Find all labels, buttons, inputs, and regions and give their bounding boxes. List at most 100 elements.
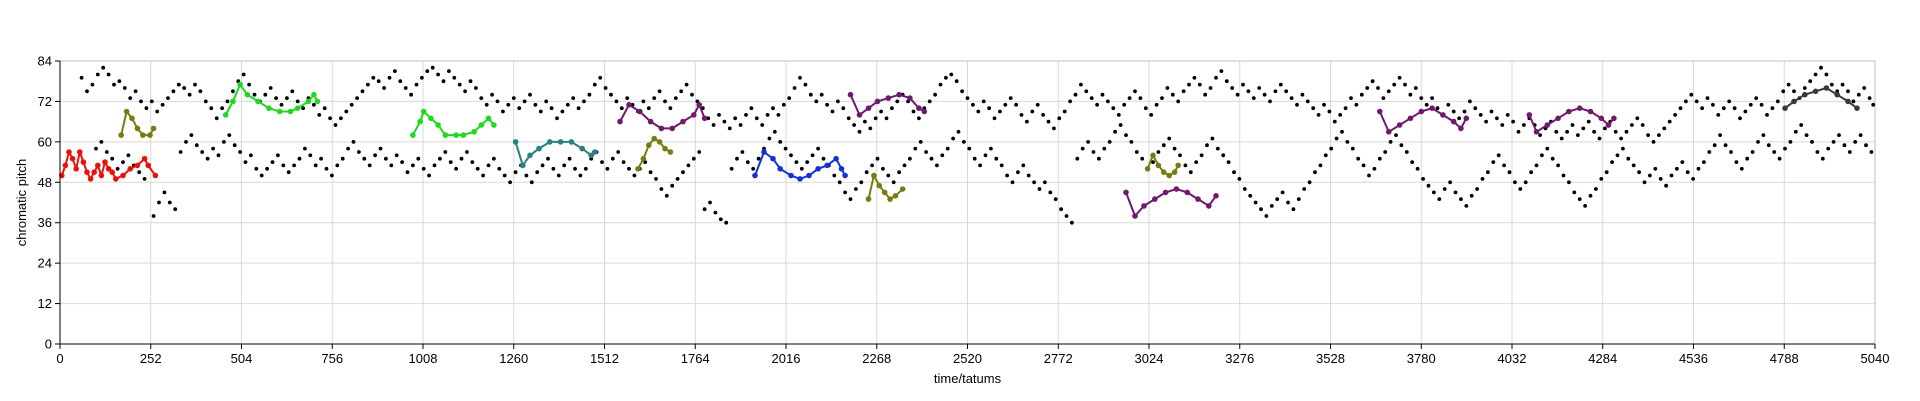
note-point (1540, 153, 1544, 158)
note-point (1678, 106, 1683, 111)
note-point (1759, 102, 1764, 107)
note-point (1619, 136, 1623, 141)
note-point (722, 119, 727, 124)
note-point (771, 106, 775, 111)
note-point (1770, 106, 1775, 111)
melody-point (1458, 125, 1464, 132)
note-point (863, 119, 867, 124)
note-point (1143, 106, 1148, 111)
note-point (971, 102, 975, 107)
note-point (1772, 150, 1777, 154)
melody-point (1544, 122, 1551, 128)
note-point (1739, 166, 1744, 171)
note-point (821, 156, 826, 161)
note-point (211, 146, 216, 151)
note-point (718, 217, 723, 222)
melody-line (1378, 107, 1468, 133)
melody-point (152, 172, 159, 179)
note-point (94, 146, 98, 151)
note-point (1116, 113, 1121, 117)
note-point (679, 89, 684, 94)
note-point (1365, 86, 1370, 90)
note-point (270, 160, 275, 165)
note-point (285, 96, 289, 100)
note-point (960, 89, 964, 94)
note-point (1154, 102, 1159, 107)
note-point (160, 102, 165, 107)
note-point (1100, 92, 1105, 97)
melody-point (311, 91, 317, 98)
note-point (648, 170, 653, 175)
melody-point (1802, 91, 1808, 98)
note-point (1021, 163, 1026, 168)
note-point (339, 116, 343, 121)
note-point (308, 153, 313, 158)
note-point (592, 82, 597, 87)
note-point (194, 143, 199, 148)
note-point (1856, 92, 1861, 97)
melody-point (471, 129, 477, 135)
note-point (1464, 204, 1469, 208)
note-point (884, 116, 889, 121)
note-point (1694, 99, 1699, 104)
note-point (1068, 99, 1072, 104)
melody-series (617, 102, 708, 132)
note-point (1257, 86, 1262, 90)
note-point (176, 82, 181, 87)
note-point (182, 86, 187, 90)
x-tick-label: 4536 (1679, 351, 1708, 366)
note-point (852, 123, 856, 127)
note-point (1248, 193, 1253, 198)
note-point (1043, 180, 1047, 185)
note-point (1237, 177, 1242, 181)
note-point (954, 79, 959, 84)
note-point (1864, 143, 1868, 148)
note-point (366, 82, 370, 87)
note-point (1705, 96, 1710, 100)
note-point (475, 166, 480, 171)
note-point (1097, 156, 1101, 161)
note-point (1242, 187, 1247, 191)
melody-point (1429, 105, 1435, 111)
note-point (457, 82, 462, 87)
melody-point (656, 139, 663, 145)
melody-point (1161, 169, 1167, 175)
note-point (1165, 86, 1170, 90)
note-point (908, 156, 912, 161)
melody-point (696, 102, 702, 108)
note-point (749, 106, 754, 111)
note-point (79, 75, 84, 80)
note-point (814, 99, 819, 104)
note-point (1059, 207, 1063, 212)
note-point (430, 65, 435, 70)
note-point (524, 173, 529, 178)
note-point (1354, 102, 1359, 107)
note-point (1792, 89, 1796, 94)
note-point (1840, 82, 1845, 87)
melody-point (579, 145, 585, 152)
note-point (933, 92, 937, 97)
note-point (1721, 106, 1726, 111)
note-point (544, 99, 549, 104)
melody-point (109, 169, 115, 175)
note-point (1291, 207, 1296, 212)
note-point (1626, 156, 1631, 161)
note-point (951, 136, 955, 141)
note-point (738, 123, 743, 127)
note-point (142, 177, 147, 181)
melody-point (838, 166, 845, 172)
melody-point (410, 132, 416, 138)
melody-point (1555, 115, 1561, 122)
melody-point (806, 172, 812, 179)
note-point (935, 163, 939, 168)
note-point (881, 166, 885, 171)
note-point (1538, 133, 1542, 138)
x-tick-label: 5040 (1861, 351, 1890, 366)
grid (59, 60, 1876, 345)
note-point (1793, 129, 1798, 134)
note-point (468, 79, 473, 84)
note-point (241, 72, 246, 77)
note-point (1599, 177, 1604, 181)
note-point (1102, 146, 1107, 151)
note-point (1329, 146, 1334, 151)
